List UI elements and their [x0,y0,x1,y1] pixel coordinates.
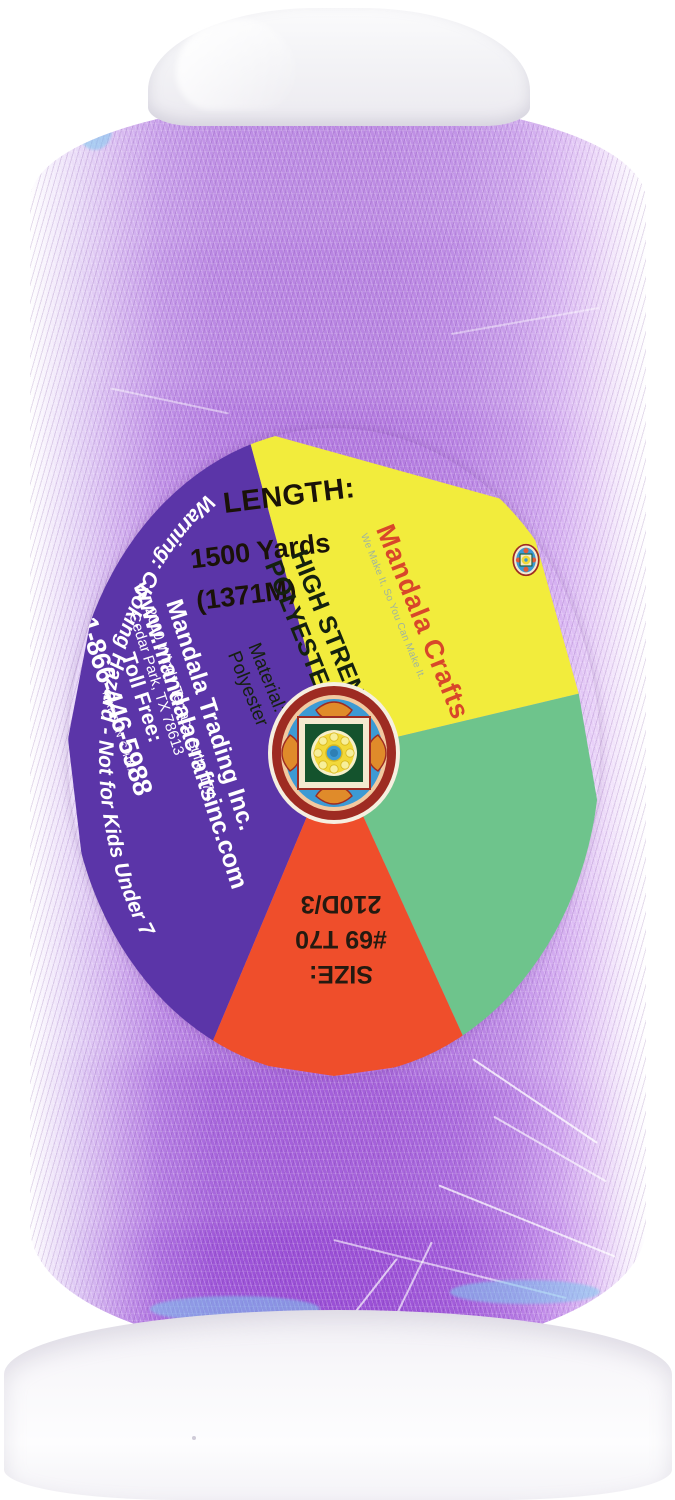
loose-strand [493,1115,607,1183]
blue-underlay-hint [600,114,630,150]
spool-base [4,1310,672,1500]
warning-text-curved: Warning: Choking Hazard - Not for Kids U… [94,490,220,941]
spool-cap-top-highlight [176,18,296,110]
mandala-medallion-icon [268,682,400,824]
warning-text: Warning: Choking Hazard - Not for Kids U… [94,490,220,941]
loose-strand [111,387,229,414]
brand-mandala-icon [512,543,540,577]
loose-strand [451,306,599,335]
blue-underlay-hint [78,110,112,150]
loose-strand [333,1238,567,1300]
blue-underlay-hint [450,1280,600,1304]
product-label: LENGTH: 1500 Yards (1371M) HIGH STRENGTH… [68,428,600,1076]
spool-base-pinhole [192,1436,196,1440]
loose-strand [438,1184,616,1258]
